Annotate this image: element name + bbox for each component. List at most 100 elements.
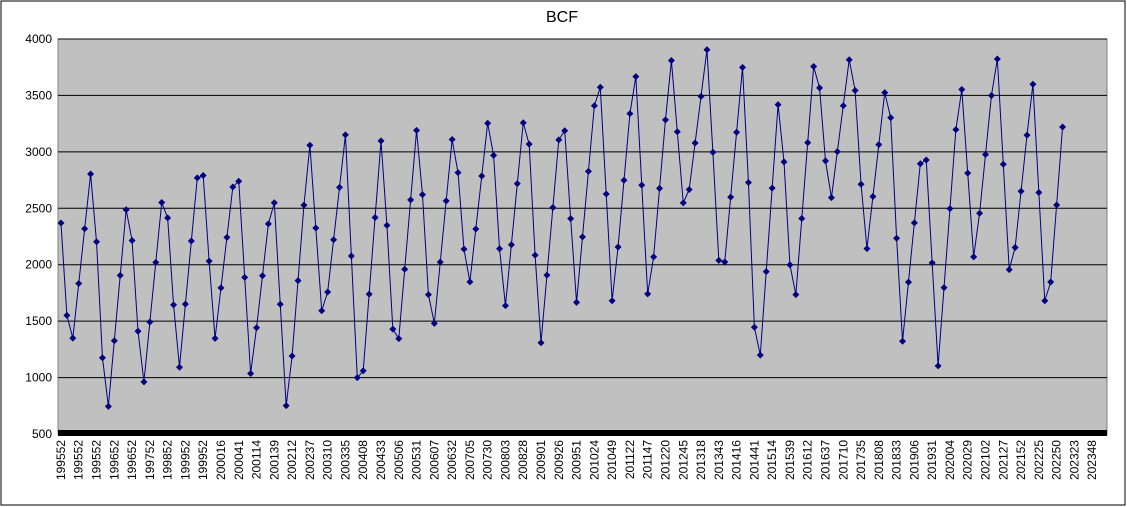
data-point <box>567 215 575 223</box>
data-point <box>744 179 752 187</box>
data-point <box>336 183 344 191</box>
data-point <box>875 141 883 149</box>
data-point <box>715 256 723 264</box>
x-tick-label: 200730 <box>481 440 495 480</box>
data-point <box>507 241 515 249</box>
data-point <box>1029 80 1037 88</box>
data-point <box>324 288 332 296</box>
x-tick-label: 199952 <box>196 440 210 480</box>
data-point <box>93 238 101 246</box>
data-point <box>140 378 148 386</box>
x-tick-label: 200433 <box>374 440 388 480</box>
series <box>57 46 1067 410</box>
data-point <box>401 265 409 273</box>
x-tick-label: 199752 <box>143 440 157 480</box>
data-point <box>104 402 112 410</box>
x-tick-label: 201514 <box>765 440 779 480</box>
data-point <box>454 169 462 177</box>
data-point <box>584 167 592 175</box>
data-point <box>223 233 231 241</box>
data-point <box>946 205 954 213</box>
data-point <box>1023 131 1031 139</box>
x-tick-label: 200310 <box>321 440 335 480</box>
data-point <box>561 127 569 135</box>
x-tick-label: 201122 <box>623 440 637 479</box>
data-point <box>205 257 213 265</box>
y-tick-label: 1000 <box>25 371 52 385</box>
series-line <box>60 49 1064 407</box>
x-tick-label: 200506 <box>392 440 406 480</box>
data-point <box>294 277 302 285</box>
data-point <box>460 245 468 253</box>
data-point <box>490 151 498 159</box>
data-point <box>164 214 172 222</box>
x-tick-label: 200926 <box>552 440 566 480</box>
data-point <box>116 271 124 279</box>
data-point <box>158 199 166 207</box>
data-point <box>424 291 432 299</box>
data-point <box>418 191 426 199</box>
x-axis <box>58 430 1107 436</box>
x-tick-label: 201441 <box>747 440 761 480</box>
data-point <box>241 273 249 281</box>
y-tick-label: 4000 <box>25 32 52 46</box>
x-tick-label: 201245 <box>676 440 690 480</box>
data-point <box>472 225 480 233</box>
x-tick-label: 201612 <box>801 440 815 480</box>
data-point <box>727 193 735 201</box>
data-point <box>667 57 675 65</box>
x-tick-label: 200803 <box>498 440 512 480</box>
x-tick-label: 199852 <box>161 440 175 480</box>
x-tick-label: 202225 <box>1032 440 1046 480</box>
data-point <box>656 184 664 192</box>
data-point <box>75 279 83 287</box>
x-tick-label: 200114 <box>250 440 264 479</box>
data-point <box>312 224 320 232</box>
x-tick-label: 200607 <box>427 440 441 480</box>
data-point <box>928 259 936 267</box>
data-point <box>282 402 290 410</box>
data-point <box>644 290 652 298</box>
data-point <box>1041 297 1049 305</box>
data-point <box>810 63 818 71</box>
x-tick-label: 202102 <box>979 440 993 480</box>
data-point <box>122 206 130 214</box>
data-point <box>98 354 106 362</box>
data-point <box>768 184 776 192</box>
x-tick-label: 201906 <box>907 440 921 480</box>
data-point <box>709 148 717 156</box>
x-tick-label: 200237 <box>303 440 317 480</box>
data-point <box>1017 187 1025 195</box>
data-point <box>128 236 136 244</box>
data-point <box>934 362 942 370</box>
x-tick-label: 200408 <box>356 440 370 480</box>
x-tick-label: 200016 <box>214 440 228 480</box>
data-point <box>69 334 77 342</box>
data-point <box>306 141 314 149</box>
data-point <box>620 176 628 184</box>
data-point <box>993 55 1001 63</box>
data-point <box>175 363 183 371</box>
data-point <box>916 160 924 168</box>
x-tick-label: 201710 <box>836 440 850 480</box>
data-point <box>377 137 385 145</box>
data-point <box>501 302 509 310</box>
data-point <box>851 86 859 94</box>
data-point <box>276 300 284 308</box>
x-tick-label: 201808 <box>872 440 886 480</box>
x-tick-label: 200335 <box>338 440 352 480</box>
data-point <box>845 56 853 64</box>
data-point <box>110 337 118 345</box>
data-point <box>81 225 89 233</box>
x-tick-label: 201220 <box>658 440 672 480</box>
data-point <box>63 311 71 319</box>
data-point <box>857 180 865 188</box>
x-tick-label: 202004 <box>943 440 957 480</box>
data-point <box>982 150 990 158</box>
data-point <box>703 46 711 54</box>
x-tick-label: 200901 <box>534 440 548 480</box>
x-tick-label: 201539 <box>783 440 797 480</box>
data-point <box>774 101 782 109</box>
x-tick-label: 201343 <box>712 440 726 480</box>
